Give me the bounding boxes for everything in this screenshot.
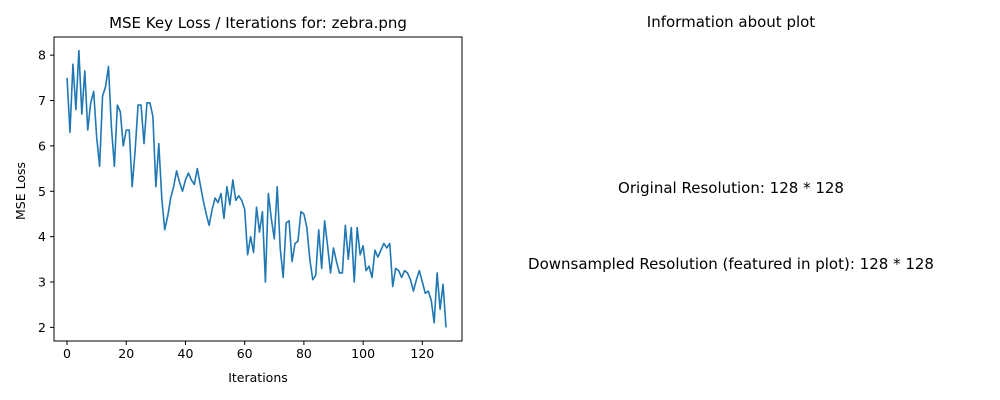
- plot-area: 0 20 40 60 80 100 120 2 3 4 5 6 7 8: [38, 36, 463, 361]
- y-tick-label: 4: [38, 229, 46, 244]
- downsampled-resolution-text: Downsampled Resolution (featured in plot…: [528, 255, 934, 273]
- y-tick-label: 6: [38, 138, 46, 153]
- x-tick-label: 0: [63, 346, 71, 361]
- info-title: Information about plot: [646, 13, 816, 31]
- y-tick-label: 3: [38, 275, 46, 290]
- loss-series-line: [66, 49, 447, 328]
- axes-frame: [53, 36, 463, 342]
- x-tick-label: 100: [351, 346, 375, 361]
- x-tick-label: 20: [118, 346, 134, 361]
- y-axis-label: MSE Loss: [13, 162, 28, 220]
- y-tick-label: 5: [38, 184, 46, 199]
- y-tick-label: 8: [38, 48, 46, 63]
- y-tick-label: 7: [38, 93, 46, 108]
- x-tick-label: 60: [237, 346, 253, 361]
- x-tick-label: 120: [410, 346, 434, 361]
- original-resolution-text: Original Resolution: 128 * 128: [618, 179, 844, 197]
- x-tick-label: 40: [178, 346, 194, 361]
- x-tick-label: 80: [296, 346, 312, 361]
- x-axis-label: Iterations: [228, 370, 288, 385]
- y-tick-label: 2: [38, 320, 46, 335]
- chart-title: MSE Key Loss / Iterations for: zebra.png: [109, 14, 407, 32]
